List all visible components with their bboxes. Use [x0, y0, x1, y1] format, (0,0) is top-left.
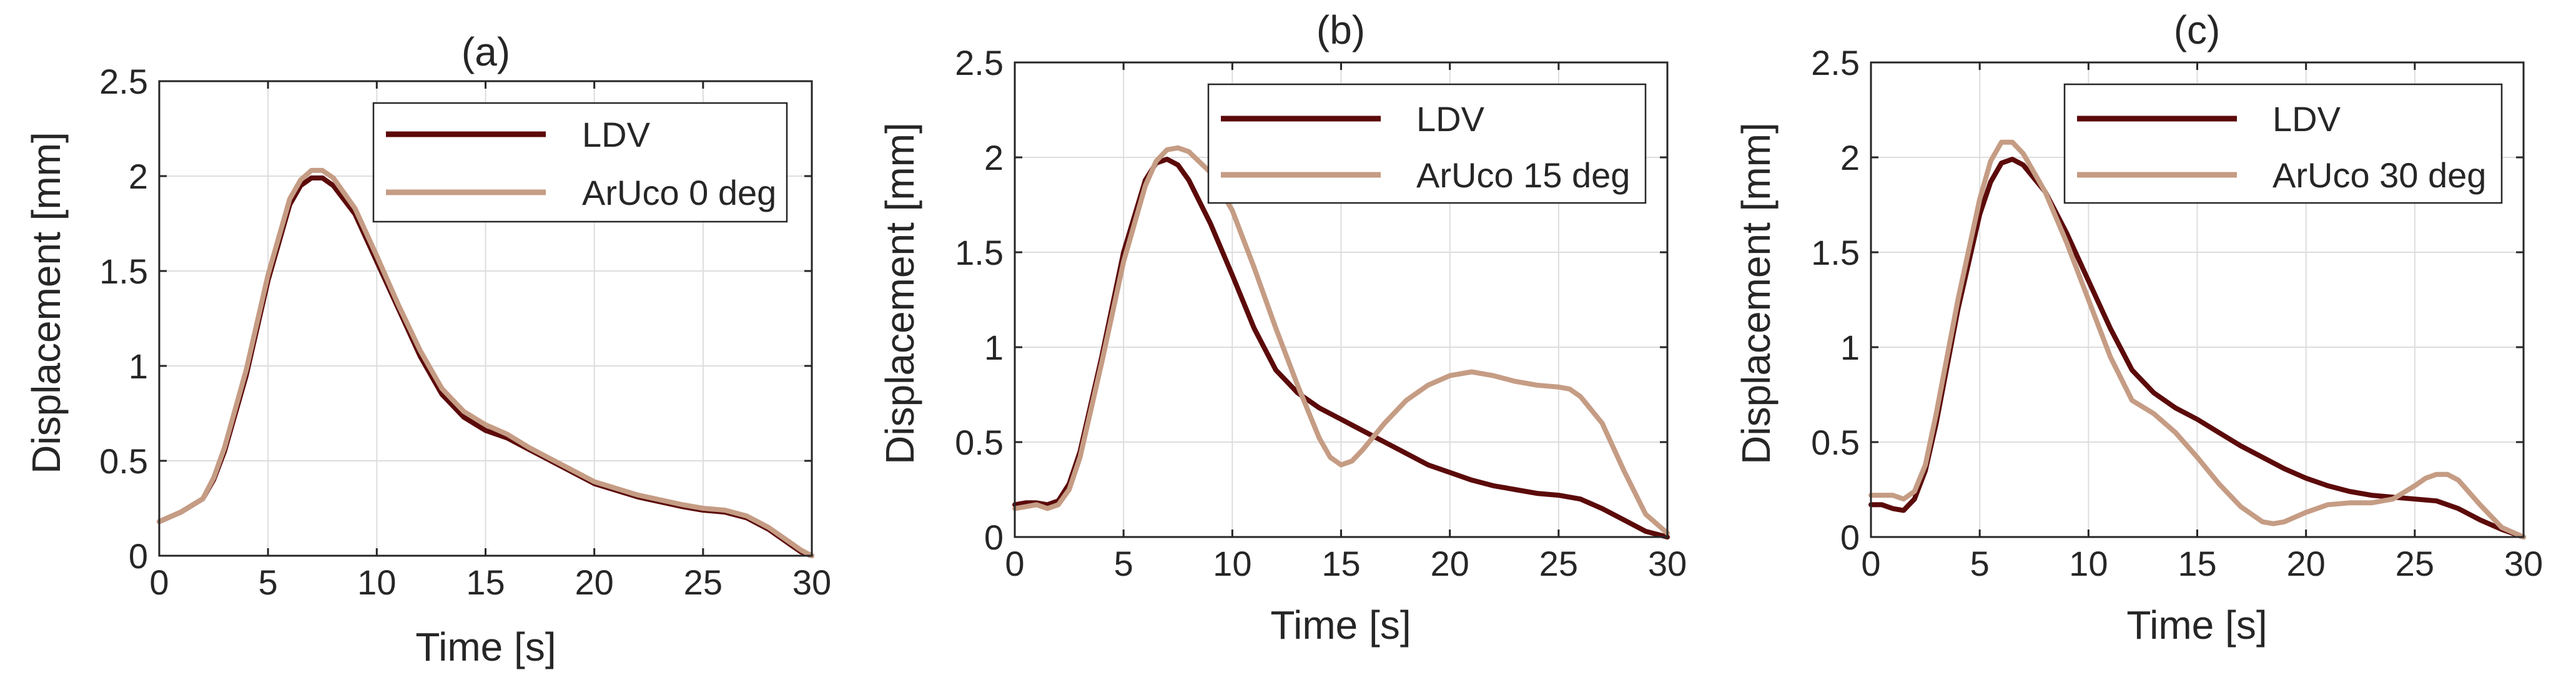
x-tick-label: 20 — [575, 563, 614, 602]
y-tick-label: 1.5 — [955, 233, 1004, 272]
x-tick-label: 10 — [357, 563, 396, 602]
y-axis-label: Displacement [mm] — [877, 122, 922, 465]
legend-label-ldv: LDV — [1416, 99, 1485, 139]
legend: LDV ArUco 30 deg — [2063, 83, 2503, 204]
x-tick-label: 25 — [1539, 544, 1578, 583]
y-axis-label: Displacement [mm] — [24, 132, 69, 474]
y-tick-label: 2.5 — [99, 62, 148, 101]
y-tick-label: 0 — [1840, 518, 1860, 557]
panel-b: (b) Displacement [mm] Time [s] 0 5 10 15 20 2… — [877, 7, 1687, 648]
x-tick-label: 5 — [1114, 544, 1133, 583]
y-tick-label: 0.5 — [99, 441, 148, 481]
series-line-aruco — [1868, 139, 2526, 540]
ticks: 0 5 10 15 20 25 30 0 0.5 1 1.5 2 2.5 — [1811, 43, 2543, 583]
legend-label-ldv: LDV — [2273, 99, 2341, 139]
x-tick-label: 5 — [1970, 544, 1990, 583]
legend: LDV ArUco 15 deg — [1207, 83, 1647, 204]
x-tick-label: 15 — [2178, 544, 2216, 583]
y-tick-label: 2.5 — [1811, 43, 1860, 82]
panel-title: (a) — [461, 29, 510, 74]
y-tick-label: 2 — [129, 157, 148, 196]
ticks: 0 5 10 15 20 25 30 0 0.5 1 1.5 2 2.5 — [99, 62, 831, 602]
panel-a: (a) Displacement [mm] Time [s] 0 5 10 15 20 2… — [24, 29, 831, 669]
legend-label-ldv: LDV — [582, 115, 651, 154]
x-tick-label: 25 — [684, 563, 723, 602]
series-line-aruco — [157, 167, 814, 558]
series-lines — [1868, 139, 2526, 540]
y-tick-label: 0.5 — [1811, 423, 1860, 462]
x-tick-label: 10 — [2069, 544, 2108, 583]
y-tick-label: 0 — [129, 536, 148, 576]
y-tick-label: 1 — [1840, 328, 1860, 367]
x-tick-label: 30 — [1648, 544, 1687, 583]
x-axis-label: Time [s] — [415, 624, 556, 669]
x-tick-label: 5 — [259, 563, 278, 602]
x-axis-label: Time [s] — [1270, 603, 1411, 648]
ticks: 0 5 10 15 20 25 30 0 0.5 1 1.5 2 2.5 — [955, 43, 1687, 583]
y-tick-label: 0 — [984, 518, 1004, 557]
x-tick-label: 10 — [1213, 544, 1251, 583]
x-tick-label: 30 — [792, 563, 831, 602]
y-tick-label: 2.5 — [955, 43, 1004, 82]
legend-label-aruco: ArUco 30 deg — [2273, 155, 2486, 195]
x-tick-label: 30 — [2504, 544, 2543, 583]
x-tick-label: 0 — [1861, 544, 1880, 583]
panel-title: (c) — [2174, 7, 2221, 52]
y-tick-label: 2 — [984, 138, 1004, 177]
x-axis-label: Time [s] — [2126, 603, 2267, 648]
x-tick-label: 0 — [149, 563, 169, 602]
y-tick-label: 2 — [1840, 138, 1860, 177]
x-tick-label: 15 — [1321, 544, 1360, 583]
y-axis-label: Displacement [mm] — [1734, 122, 1779, 465]
x-tick-label: 20 — [2287, 544, 2326, 583]
legend: LDV ArUco 0 deg — [372, 102, 788, 223]
x-tick-label: 25 — [2396, 544, 2434, 583]
series-lines — [157, 167, 814, 558]
legend-box — [2063, 83, 2503, 204]
x-tick-label: 15 — [466, 563, 505, 602]
series-lines — [1012, 145, 1670, 540]
y-tick-label: 1 — [129, 347, 148, 386]
y-tick-label: 1.5 — [99, 252, 148, 291]
legend-label-aruco: ArUco 15 deg — [1416, 155, 1630, 195]
legend-label-aruco: ArUco 0 deg — [582, 173, 776, 212]
panel-title: (b) — [1316, 7, 1365, 52]
panel-c: (c) Displacement [mm] Time [s] 0 5 10 15 20 2… — [1734, 7, 2543, 648]
x-tick-label: 0 — [1005, 544, 1024, 583]
series-line-aruco — [1012, 145, 1670, 536]
y-tick-label: 0.5 — [955, 423, 1004, 462]
y-tick-label: 1 — [984, 328, 1004, 367]
legend-box — [1207, 83, 1647, 204]
y-tick-label: 1.5 — [1811, 233, 1860, 272]
legend-box — [372, 102, 788, 223]
x-tick-label: 20 — [1431, 544, 1469, 583]
